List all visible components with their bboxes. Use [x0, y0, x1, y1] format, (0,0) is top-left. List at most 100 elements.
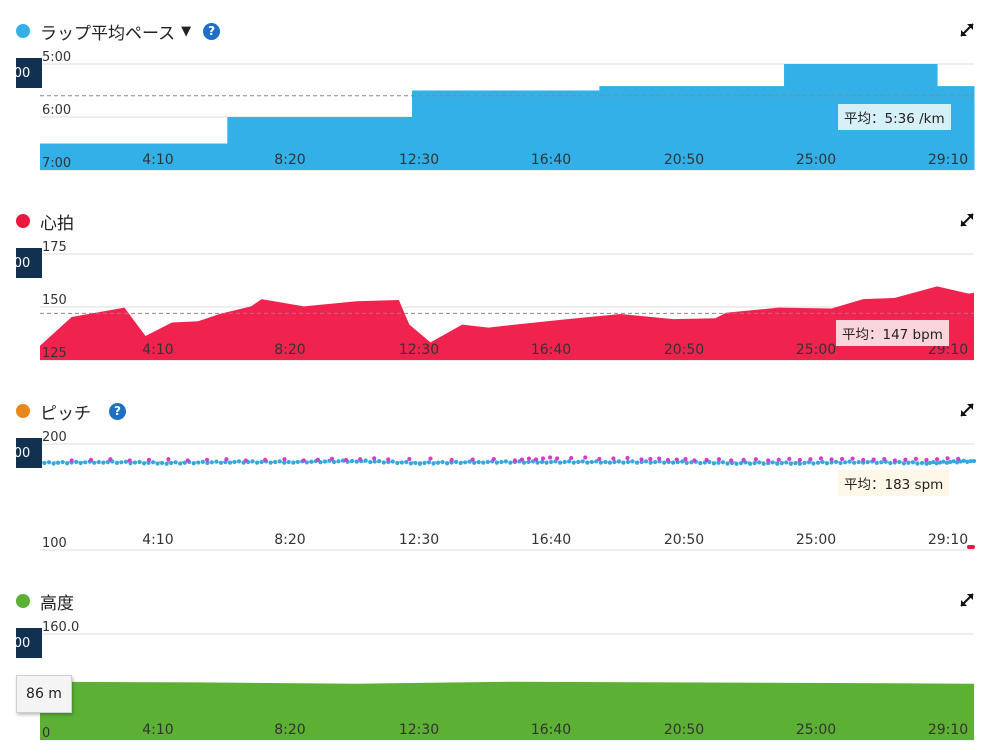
cadence-point — [185, 458, 190, 463]
cadence-point — [815, 460, 821, 465]
cadence-point — [526, 459, 531, 465]
cadence-point — [263, 457, 268, 462]
cadence-point — [386, 457, 391, 462]
elev-header: 高度 — [16, 588, 74, 614]
help-icon[interactable]: ? — [109, 402, 126, 420]
hr-panel: 心拍 4:10 8:20 12:30 16:40 20:50 25:00 29:10 175 1… — [0, 208, 982, 364]
cadence-point — [196, 460, 201, 465]
cadence-point — [155, 461, 160, 466]
cadence-point — [901, 461, 906, 466]
cadence-point — [971, 458, 977, 464]
expand-icon[interactable] — [958, 211, 976, 229]
pace-dropdown-icon[interactable]: ▼ — [181, 23, 192, 39]
cadence-point — [797, 461, 802, 466]
x-tick-label: 29:10 — [928, 722, 968, 738]
cadence-point — [594, 459, 599, 464]
cadence-point — [621, 460, 626, 465]
hr-legend-dot — [16, 214, 30, 228]
x-tick-label: 29:10 — [928, 342, 968, 358]
y-tick-label: 160.0 — [42, 620, 79, 635]
cadence-point — [648, 460, 653, 465]
cadence-point — [829, 460, 834, 465]
cadence-point — [404, 459, 409, 465]
cadence-point — [576, 459, 581, 465]
cadence-point — [491, 456, 496, 462]
cadence-point — [585, 460, 590, 465]
expand-icon[interactable] — [958, 401, 976, 419]
cadence-point — [512, 458, 518, 463]
cadence-point — [653, 459, 658, 465]
cadence-point — [123, 459, 129, 464]
cadence-point — [286, 459, 291, 465]
y-tick-label: 0 — [42, 726, 50, 741]
cadence-point — [915, 461, 920, 466]
x-tick-label: 20:50 — [664, 532, 704, 548]
cadence-point — [674, 457, 679, 462]
x-tick-label: 4:10 — [142, 532, 173, 548]
cadence-point — [277, 459, 282, 464]
cadence-point — [449, 457, 454, 463]
cadence-point — [499, 459, 504, 465]
cadence-point — [526, 456, 532, 461]
x-tick-label: 25:00 — [796, 722, 836, 738]
hr-chart[interactable]: 4:10 8:20 12:30 16:40 20:50 25:00 29:10 175 150 1… — [0, 234, 982, 364]
cadence-point — [704, 457, 709, 462]
cadence-point — [734, 461, 739, 466]
cadence-point — [888, 461, 893, 466]
cadence-point — [444, 461, 450, 466]
cadence-point — [951, 459, 956, 464]
x-tick-label: 8:20 — [274, 532, 305, 548]
cadence-point — [562, 459, 567, 465]
cadence-panel: ピッチ ? 200 100 4:10 8:20 12:30 16:40 20:50 25:00… — [0, 398, 982, 554]
cadence-point — [648, 456, 653, 462]
x-tick-label: 8:20 — [274, 342, 305, 358]
cadence-point — [612, 459, 617, 465]
elev-title: 高度 — [40, 593, 74, 614]
cadence-point — [639, 457, 644, 462]
cadence-point — [824, 461, 830, 466]
cadence-point — [766, 458, 771, 463]
cadence-point — [569, 455, 574, 461]
pace-bar — [412, 90, 600, 170]
cadence-point — [634, 460, 640, 465]
pace-chart[interactable]: 4:10 8:20 12:30 16:40 20:50 25:00 29:10 5:00 6:0… — [0, 44, 982, 174]
pace-bar — [40, 143, 228, 170]
cadence-chart[interactable]: 200 100 4:10 8:20 12:30 16:40 20:50 25:00 29:10 — [0, 424, 982, 554]
cadence-point — [315, 457, 321, 462]
cadence-point — [494, 460, 499, 465]
cadence-point — [476, 459, 481, 465]
cadence-point — [227, 460, 233, 465]
cadence-point — [779, 460, 784, 466]
cadence-point — [555, 456, 560, 461]
cadence-point — [214, 459, 219, 464]
cadence-point — [818, 456, 824, 461]
x-tick-label: 8:20 — [274, 722, 305, 738]
y-tick-label: 150 — [42, 293, 67, 308]
cadence-point — [358, 457, 363, 462]
cadence-point — [833, 459, 839, 464]
cadence-point — [114, 460, 119, 465]
cadence-point — [625, 459, 631, 465]
cadence-point — [741, 457, 746, 462]
cadence-point — [829, 457, 834, 462]
cadence-point — [913, 456, 919, 462]
x-tick-label: 12:30 — [399, 722, 439, 738]
cadence-point — [665, 457, 671, 463]
cadence-point — [322, 459, 328, 464]
expand-icon[interactable] — [958, 591, 976, 609]
cadence-point — [92, 460, 97, 465]
cadence-point — [533, 457, 539, 462]
help-icon[interactable]: ? — [203, 22, 221, 40]
cadence-point — [882, 456, 887, 462]
cadence-point — [166, 457, 171, 462]
x-tick-label: 20:50 — [664, 342, 704, 358]
cadence-point — [381, 460, 386, 465]
cadence-point — [539, 459, 545, 465]
cadence-point — [847, 459, 852, 464]
x-tick-label: 25:00 — [796, 152, 836, 168]
elev-chart[interactable]: 4:10 8:20 12:30 16:40 20:50 25:00 29:10 160.0 0 — [0, 614, 982, 744]
cadence-point — [874, 460, 879, 465]
cadence-point — [88, 457, 94, 462]
expand-icon[interactable] — [958, 21, 976, 39]
cadence-point — [941, 459, 946, 464]
